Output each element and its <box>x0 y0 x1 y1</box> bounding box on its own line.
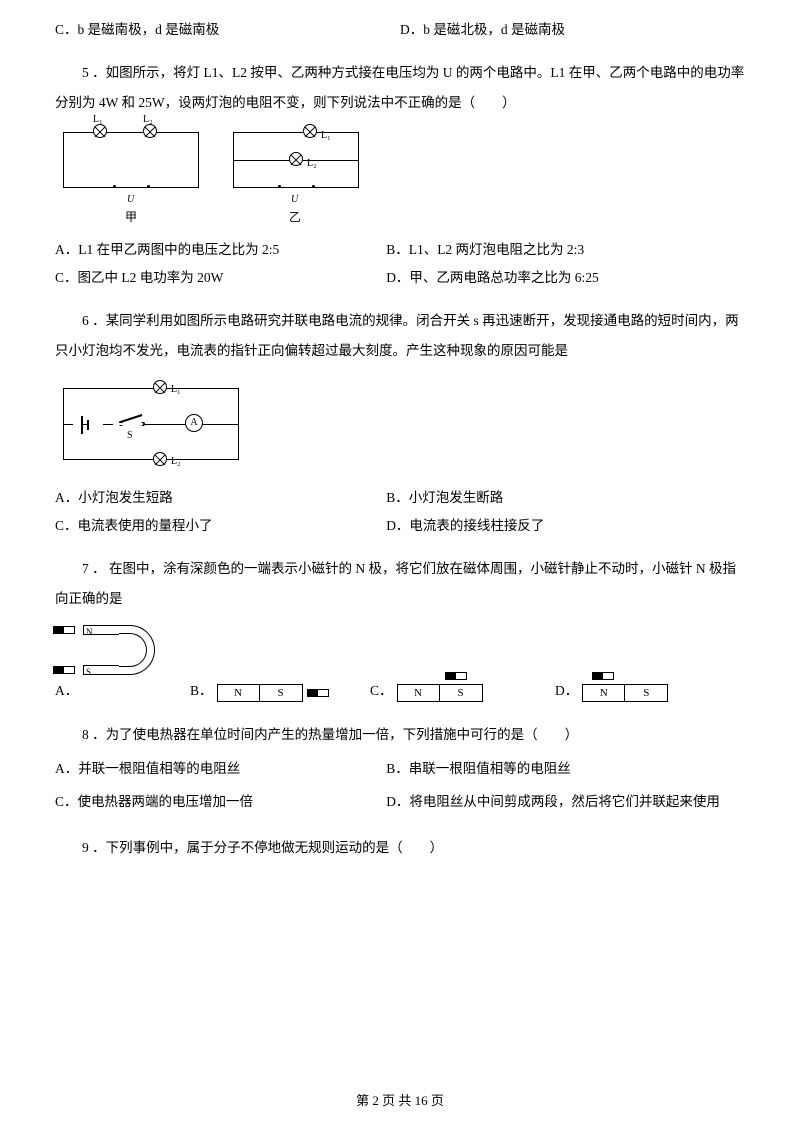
q5-a: A．L1 在甲乙两图中的电压之比为 2:5 <box>55 240 386 260</box>
q7-text: 7 ． 在图中，涂有深颜色的一端表示小磁针的 N 极，将它们放在磁体周围，小磁针… <box>55 554 745 613</box>
q9-text: 9 ．下列事例中，属于分子不停地做无规则运动的是（ ） <box>55 833 745 863</box>
q6-b: B．小灯泡发生断路 <box>386 488 745 508</box>
q5-d: D．甲、乙两电路总功率之比为 6:25 <box>386 268 745 288</box>
q4-options: C．b 是磁南极，d 是磁南极 D．b 是磁北极，d 是磁南极 <box>55 20 745 40</box>
q8-opts-cd: C．使电热器两端的电压增加一倍 D．将电阻丝从中间剪成两段，然后将它们并联起来使… <box>55 788 745 815</box>
opt-d: D．b 是磁北极，d 是磁南极 <box>400 20 745 40</box>
q7-figures: N S A． B． NS C． NS D． NS <box>55 625 745 701</box>
q5-b: B．L1、L2 两灯泡电阻之比为 2:3 <box>386 240 745 260</box>
q8-d: D．将电阻丝从中间剪成两段，然后将它们并联起来使用 <box>386 788 745 815</box>
opt-d-prefix: D． <box>555 681 578 701</box>
q6-opts-ab: A．小灯泡发生短路 B．小灯泡发生断路 <box>55 488 745 508</box>
q8-opts-ab: A．并联一根阻值相等的电阻丝 B．串联一根阻值相等的电阻丝 <box>55 759 745 779</box>
q6-opts-cd: C．电流表使用的量程小了 D．电流表的接线柱接反了 <box>55 516 745 536</box>
q5-figure: L₁ L₂ U 甲 L₁ L₂ U 乙 <box>55 132 745 222</box>
q6-text: 6 ．某同学利用如图所示电路研究并联电路电流的规律。闭合开关 s 再迅速断开，发… <box>55 306 745 365</box>
q5-c: C．图乙中 L2 电功率为 20W <box>55 268 386 288</box>
q5-opts-cd: C．图乙中 L2 电功率为 20W D．甲、乙两电路总功率之比为 6:25 <box>55 268 745 288</box>
opt-c: C．b 是磁南极，d 是磁南极 <box>55 20 400 40</box>
page-footer: 第 2 页 共 16 页 <box>0 1091 800 1111</box>
q8-c: C．使电热器两端的电压增加一倍 <box>55 788 386 815</box>
q6-figure: L₁ L₂ S A <box>55 380 745 470</box>
q6-d: D．电流表的接线柱接反了 <box>386 516 745 536</box>
q6-a: A．小灯泡发生短路 <box>55 488 386 508</box>
q8-a: A．并联一根阻值相等的电阻丝 <box>55 759 386 779</box>
q5-text: 5 ．如图所示，将灯 L1、L2 按甲、乙两种方式接在电压均为 U 的两个电路中… <box>55 58 745 117</box>
q6-c: C．电流表使用的量程小了 <box>55 516 386 536</box>
q8-text: 8 ．为了使电热器在单位时间内产生的热量增加一倍，下列措施中可行的是（ ） <box>55 720 745 750</box>
opt-b-prefix: B． <box>190 681 213 701</box>
opt-a-prefix: A． <box>55 681 180 701</box>
q5-opts-ab: A．L1 在甲乙两图中的电压之比为 2:5 B．L1、L2 两灯泡电阻之比为 2… <box>55 240 745 260</box>
q8-b: B．串联一根阻值相等的电阻丝 <box>386 759 745 779</box>
opt-c-prefix: C． <box>370 681 393 701</box>
